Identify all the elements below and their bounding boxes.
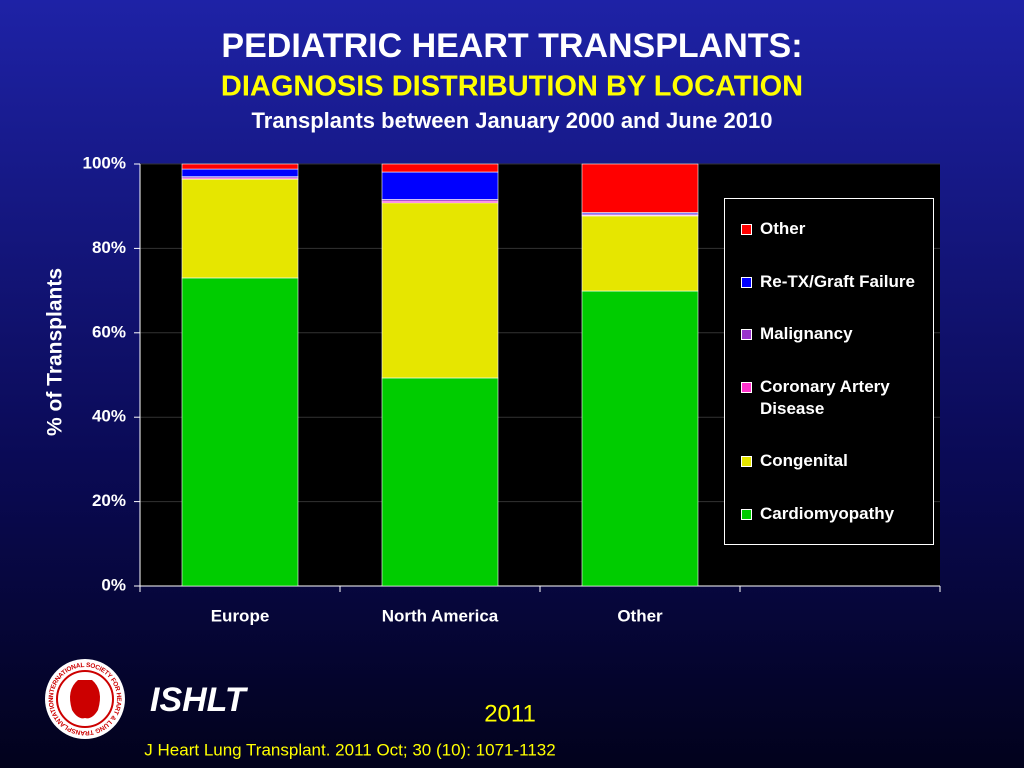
legend-swatch: [741, 224, 752, 236]
legend-item: Coronary Artery Disease: [725, 376, 933, 420]
bar-segment: [581, 290, 699, 587]
y-tick-label: 20%: [92, 491, 126, 510]
x-tick-label: Other: [617, 606, 663, 625]
legend-swatch: [741, 329, 752, 341]
bar-segment: [381, 163, 499, 173]
y-axis-label: % of Transplants: [44, 268, 67, 436]
legend: Cardiomyopathy Congenital Coronary Artery …: [724, 198, 934, 545]
bar-segment: [181, 163, 299, 170]
x-tick-label: Europe: [211, 606, 270, 625]
legend-item: Malignancy: [725, 323, 933, 345]
y-tick-label: 60%: [92, 322, 126, 341]
legend-label: Congenital: [760, 451, 848, 471]
bar-segment: [381, 202, 499, 379]
legend-item: Cardiomyopathy: [725, 503, 933, 525]
logo: INTERNATIONAL SOCIETY FOR HEART & LUNG T…: [45, 659, 125, 739]
legend-label: Coronary Artery Disease: [760, 376, 890, 418]
bar-segment: [381, 377, 499, 587]
legend-swatch: [741, 381, 752, 393]
legend-label: Other: [760, 219, 806, 239]
x-tick-label: North America: [382, 606, 499, 625]
legend-item: Other: [725, 218, 933, 240]
chart-subtitle: DIAGNOSIS DISTRIBUTION BY LOCATION: [221, 71, 803, 103]
legend-swatch: [741, 508, 752, 520]
legend-label: Malignancy: [760, 324, 853, 344]
bar-segment: [581, 215, 699, 292]
y-tick-label: 0%: [101, 575, 126, 594]
chart-title: PEDIATRIC HEART TRANSPLANTS:: [221, 27, 802, 65]
y-tick-label: 100%: [83, 153, 126, 172]
year: 2011: [484, 700, 536, 727]
legend-item: Congenital: [725, 450, 933, 472]
legend-label: Cardiomyopathy: [760, 503, 895, 523]
bar-segment: [181, 168, 299, 177]
y-tick-label: 40%: [92, 407, 126, 426]
legend-item: Re-TX/Graft Failure: [725, 271, 933, 293]
legend-swatch: [741, 456, 752, 468]
bar-segment: [181, 178, 299, 279]
bar-segment: [581, 163, 699, 213]
logo-icon: [70, 680, 100, 719]
bar-segment: [181, 277, 299, 587]
chart-subtitle2: Transplants between January 2000 and Jun…: [252, 108, 773, 133]
bar-segment: [381, 171, 499, 200]
citation: J Heart Lung Transplant. 2011 Oct; 30 (1…: [144, 740, 555, 759]
legend-label: Re-TX/Graft Failure: [760, 271, 915, 291]
brand: ISHLT: [150, 681, 249, 719]
y-tick-label: 80%: [92, 238, 126, 257]
legend-swatch: [741, 276, 752, 288]
logo-ring: [56, 670, 114, 728]
